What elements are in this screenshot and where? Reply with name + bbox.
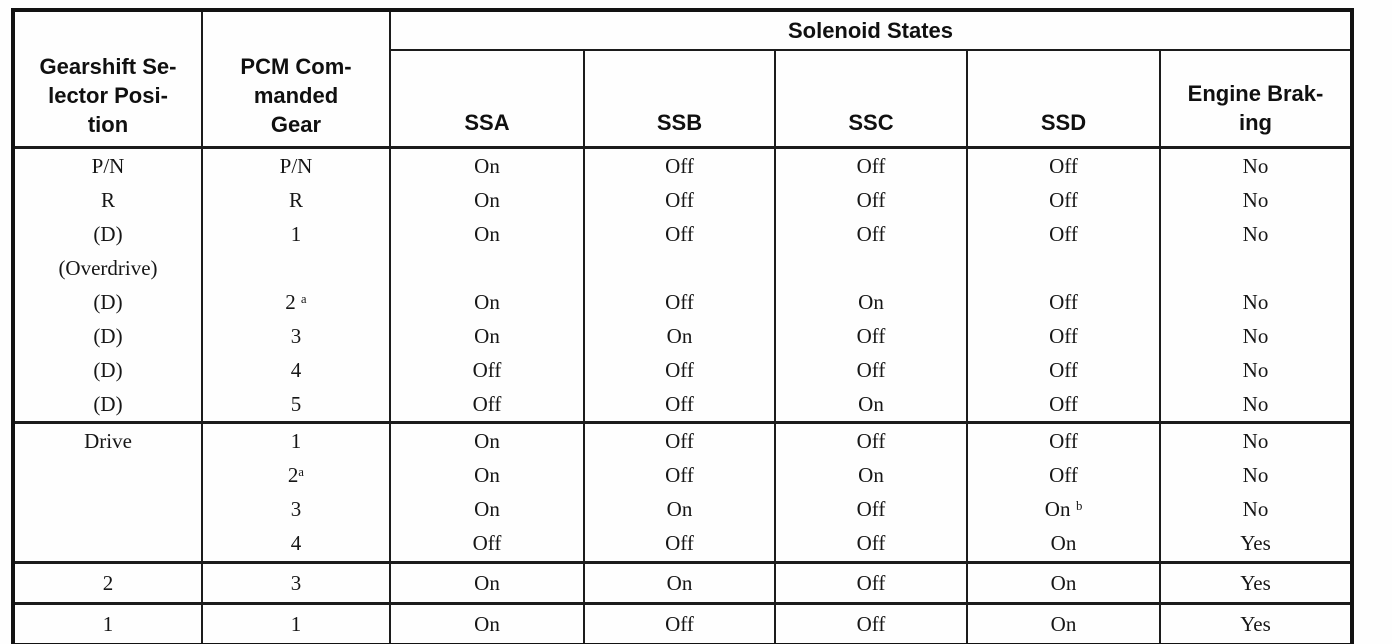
cell-ssd: Off Off Off Off Off Off Off (966, 145, 1161, 423)
header-gearshift-selector-position: Gearshift Se- lector Posi- tion (12, 9, 203, 149)
cell-ssa: On On On Off (389, 420, 585, 563)
cell-selector-position: 2 (12, 560, 203, 604)
header-solenoid-states: Solenoid States (389, 9, 1353, 51)
header-ssa: SSA (389, 49, 585, 149)
cell-ssd: On (966, 560, 1161, 604)
cell-ssb: Off Off On Off (583, 420, 776, 563)
cell-selector-position: Drive (12, 420, 203, 563)
table-row-manual-2: 2 3 On On Off On Yes (12, 560, 1353, 604)
solenoid-states-table: Gearshift Se- lector Posi- tion PCM Com-… (11, 8, 1354, 644)
cell-ssc: Off Off Off On Off Off On (774, 145, 968, 423)
header-engine-braking: Engine Brak- ing (1159, 49, 1353, 149)
cell-selector-position: P/N R (D) (Overdrive) (D) (D) (D) (D) (12, 145, 203, 423)
cell-ssc: Off (774, 601, 968, 644)
table-row-manual-1: 1 1 On Off Off On Yes (12, 601, 1353, 644)
header-ssb: SSB (583, 49, 776, 149)
cell-ssb: Off Off Off Off On Off Off (583, 145, 776, 423)
header-ssc: SSC (774, 49, 968, 149)
cell-ssd: Off Off On ᵇ On (966, 420, 1161, 563)
cell-engine-braking: Yes (1159, 560, 1353, 604)
cell-engine-braking: No No No No No No No (1159, 145, 1353, 423)
header-pcm-commanded-gear: PCM Com- manded Gear (201, 9, 391, 149)
cell-commanded-gear: 1 2ᵃ 3 4 (201, 420, 391, 563)
cell-commanded-gear: 3 (201, 560, 391, 604)
cell-selector-position: 1 (12, 601, 203, 644)
cell-ssd: On (966, 601, 1161, 644)
cell-engine-braking: Yes (1159, 601, 1353, 644)
cell-commanded-gear: P/N R 1 2 ᵃ 3 4 5 (201, 145, 391, 423)
header-ssd: SSD (966, 49, 1161, 149)
cell-ssb: Off (583, 601, 776, 644)
cell-ssc: Off (774, 560, 968, 604)
table-row-overdrive-section: P/N R (D) (Overdrive) (D) (D) (D) (D) P/… (12, 145, 1353, 423)
cell-ssc: Off On Off Off (774, 420, 968, 563)
table-row-drive-section: Drive 1 2ᵃ 3 4 On On On Off Off Off On O… (12, 420, 1353, 563)
cell-ssb: On (583, 560, 776, 604)
cell-engine-braking: No No No Yes (1159, 420, 1353, 563)
cell-ssa: On On On On On Off Off (389, 145, 585, 423)
cell-commanded-gear: 1 (201, 601, 391, 644)
cell-ssa: On (389, 601, 585, 644)
cell-ssa: On (389, 560, 585, 604)
